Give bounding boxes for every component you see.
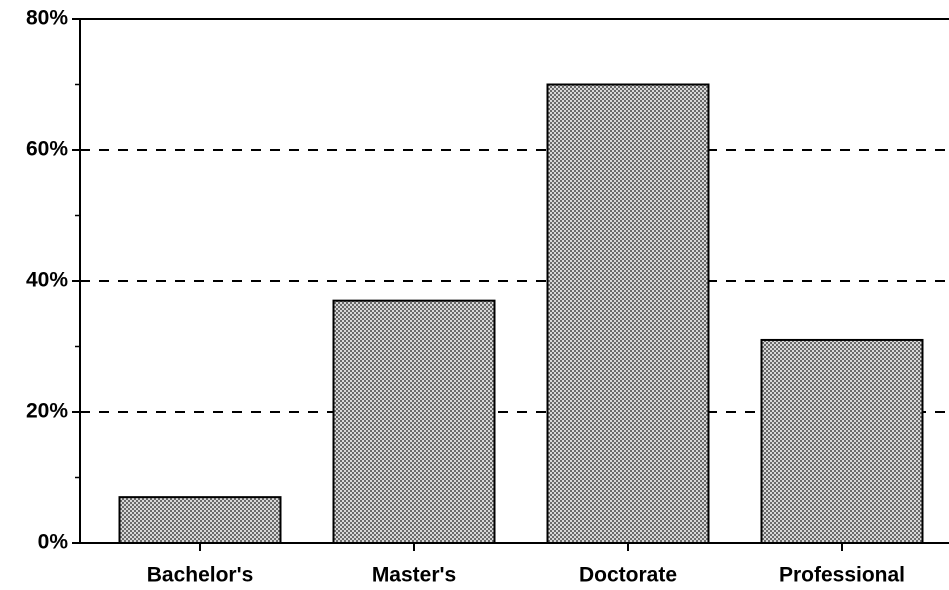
x-tick-label: Master's [372,564,456,587]
bar [546,83,710,544]
y-tick-label: 0% [38,531,69,554]
x-tick-label: Doctorate [579,564,677,587]
x-tick-label: Bachelor's [147,564,254,587]
bar [118,496,282,544]
y-tick-label: 40% [26,269,68,292]
y-tick-label: 20% [26,400,68,423]
bar [760,338,924,545]
bar [332,299,496,544]
x-tick-label: Professional [779,564,905,587]
y-tick-label: 60% [26,138,68,161]
y-tick-label: 80% [26,7,68,30]
